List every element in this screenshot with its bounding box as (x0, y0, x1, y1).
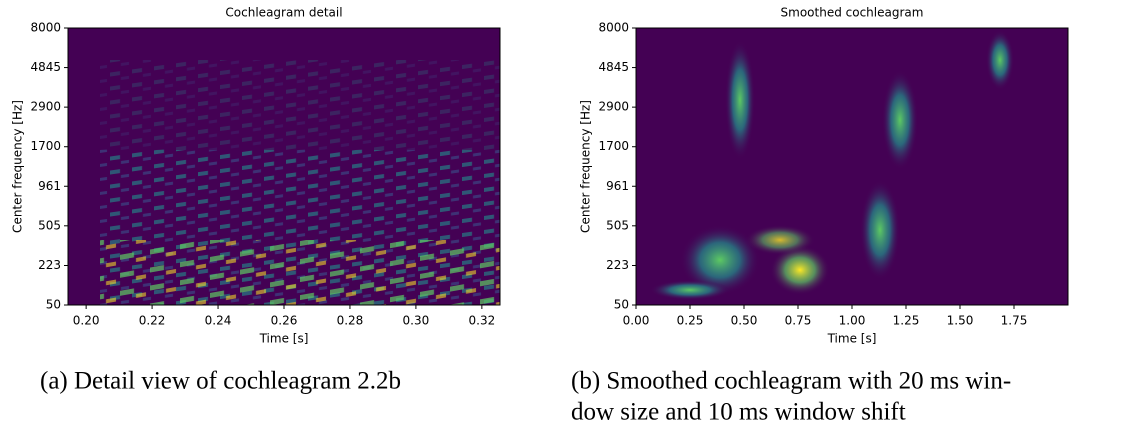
y-axis-label: Center frequency [Hz] (579, 100, 593, 233)
y-tick-label: 505 (606, 218, 629, 232)
y-tick-label: 2900 (30, 100, 61, 114)
y-tick-label: 8000 (30, 21, 61, 35)
y-tick-label: 1700 (598, 139, 629, 153)
x-tick-label: 1.50 (947, 314, 974, 328)
y-tick-label: 961 (38, 179, 61, 193)
y-tick-label: 505 (38, 218, 61, 232)
x-tick-label: 0.28 (337, 314, 364, 328)
x-tick-label: 0.22 (139, 314, 166, 328)
heatmap-image-b (636, 28, 1068, 305)
chart-title: Smoothed cochleagram (781, 6, 924, 20)
caption: dow size and 10 ms window shift (571, 399, 906, 426)
x-tick-label: 0.20 (73, 314, 100, 328)
x-tick-label: 0.24 (205, 314, 232, 328)
x-tick-label: 1.00 (839, 314, 866, 328)
x-tick-label: 1.75 (1001, 314, 1028, 328)
x-tick-label: 0.25 (677, 314, 704, 328)
y-tick-label: 1700 (30, 139, 61, 153)
y-tick-label: 223 (38, 258, 61, 272)
y-tick-label: 4845 (598, 60, 629, 74)
x-tick-label: 1.25 (893, 314, 920, 328)
x-tick-label: 0.50 (731, 314, 758, 328)
y-tick-label: 8000 (598, 21, 629, 35)
x-tick-label: 0.32 (469, 314, 496, 328)
x-axis-label: Time [s] (259, 332, 309, 346)
chart-title: Cochleagram detail (225, 6, 342, 20)
caption: (b) Smoothed cochleagram with 20 ms win- (571, 368, 1011, 395)
y-tick-label: 2900 (598, 100, 629, 114)
y-tick-label: 4845 (30, 60, 61, 74)
x-tick-label: 0.00 (623, 314, 650, 328)
heatmap-image-a (68, 28, 500, 305)
x-axis-label: Time [s] (827, 332, 877, 346)
y-tick-label: 50 (46, 298, 61, 312)
x-tick-label: 0.30 (403, 314, 430, 328)
caption: (a) Detail view of cochleagram 2.2b (40, 368, 401, 395)
y-axis-label: Center frequency [Hz] (11, 100, 25, 233)
x-tick-label: 0.26 (271, 314, 298, 328)
y-tick-label: 223 (606, 258, 629, 272)
y-tick-label: 961 (606, 179, 629, 193)
x-tick-label: 0.75 (785, 314, 812, 328)
y-tick-label: 50 (614, 298, 629, 312)
